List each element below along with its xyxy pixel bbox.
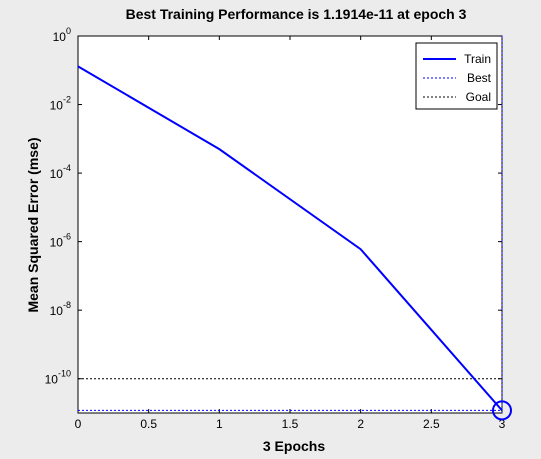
y-tick-exponent: -10 — [58, 369, 71, 379]
x-axis-ticks: 0 0.5 1 1.5 2 2.5 3 — [75, 36, 506, 431]
legend-label-best: Best — [467, 71, 492, 85]
y-tick-label: 10-4 — [50, 163, 71, 181]
series-layer — [77, 36, 512, 421]
y-tick-label: 10-6 — [50, 232, 71, 250]
y-tick-label: 10-10 — [45, 369, 71, 387]
y-tick-base: 10 — [45, 373, 59, 387]
y-tick-exponent: -8 — [63, 300, 71, 310]
x-tick-label: 1.5 — [282, 417, 299, 431]
y-tick-label: 10-2 — [50, 95, 71, 113]
y-axis-label: Mean Squared Error (mse) — [25, 137, 41, 312]
legend-label-train: Train — [464, 52, 491, 66]
x-tick-label: 3 — [499, 417, 506, 431]
best-point-marker — [492, 400, 512, 421]
y-tick-base: 10 — [50, 236, 64, 250]
y-tick-exponent: -4 — [63, 163, 71, 173]
x-tick-label: 2.5 — [423, 417, 440, 431]
legend: Train Best Goal — [415, 42, 498, 110]
y-tick-exponent: 0 — [66, 26, 71, 36]
y-tick-label: 100 — [53, 26, 71, 44]
y-tick-base: 10 — [50, 167, 64, 181]
legend-box — [415, 42, 498, 110]
x-tick-label: 0 — [75, 417, 82, 431]
y-tick-label: 10-8 — [50, 300, 71, 318]
x-tick-label: 1 — [216, 417, 223, 431]
x-tick-label: 2 — [357, 417, 364, 431]
legend-label-goal: Goal — [466, 90, 491, 104]
y-tick-exponent: -2 — [63, 95, 71, 105]
x-axis-label: 3 Epochs — [263, 438, 325, 454]
y-tick-base: 10 — [50, 304, 64, 318]
chart-title: Best Training Performance is 1.1914e-11 … — [126, 6, 467, 22]
x-tick-label: 0.5 — [140, 417, 157, 431]
y-tick-exponent: -6 — [63, 232, 71, 242]
y-tick-base: 10 — [50, 99, 64, 113]
y-tick-base: 10 — [53, 30, 67, 44]
train-line — [77, 65, 503, 412]
